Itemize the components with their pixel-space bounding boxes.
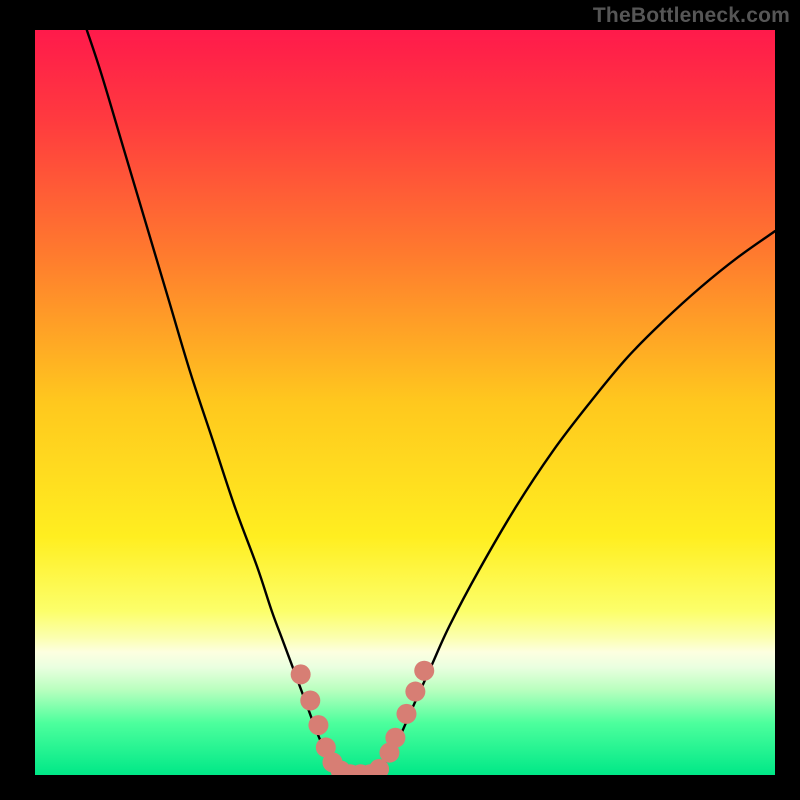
curve-marker xyxy=(291,664,311,684)
curve-marker xyxy=(405,682,425,702)
curve-marker xyxy=(300,691,320,711)
gradient-background xyxy=(35,30,775,775)
watermark-text: TheBottleneck.com xyxy=(593,4,790,28)
chart-root: TheBottleneck.com xyxy=(0,0,800,800)
curve-marker xyxy=(396,704,416,724)
curve-marker xyxy=(385,728,405,748)
plot-area xyxy=(35,30,775,775)
curve-marker xyxy=(414,661,434,681)
chart-svg xyxy=(35,30,775,775)
curve-marker xyxy=(308,715,328,735)
